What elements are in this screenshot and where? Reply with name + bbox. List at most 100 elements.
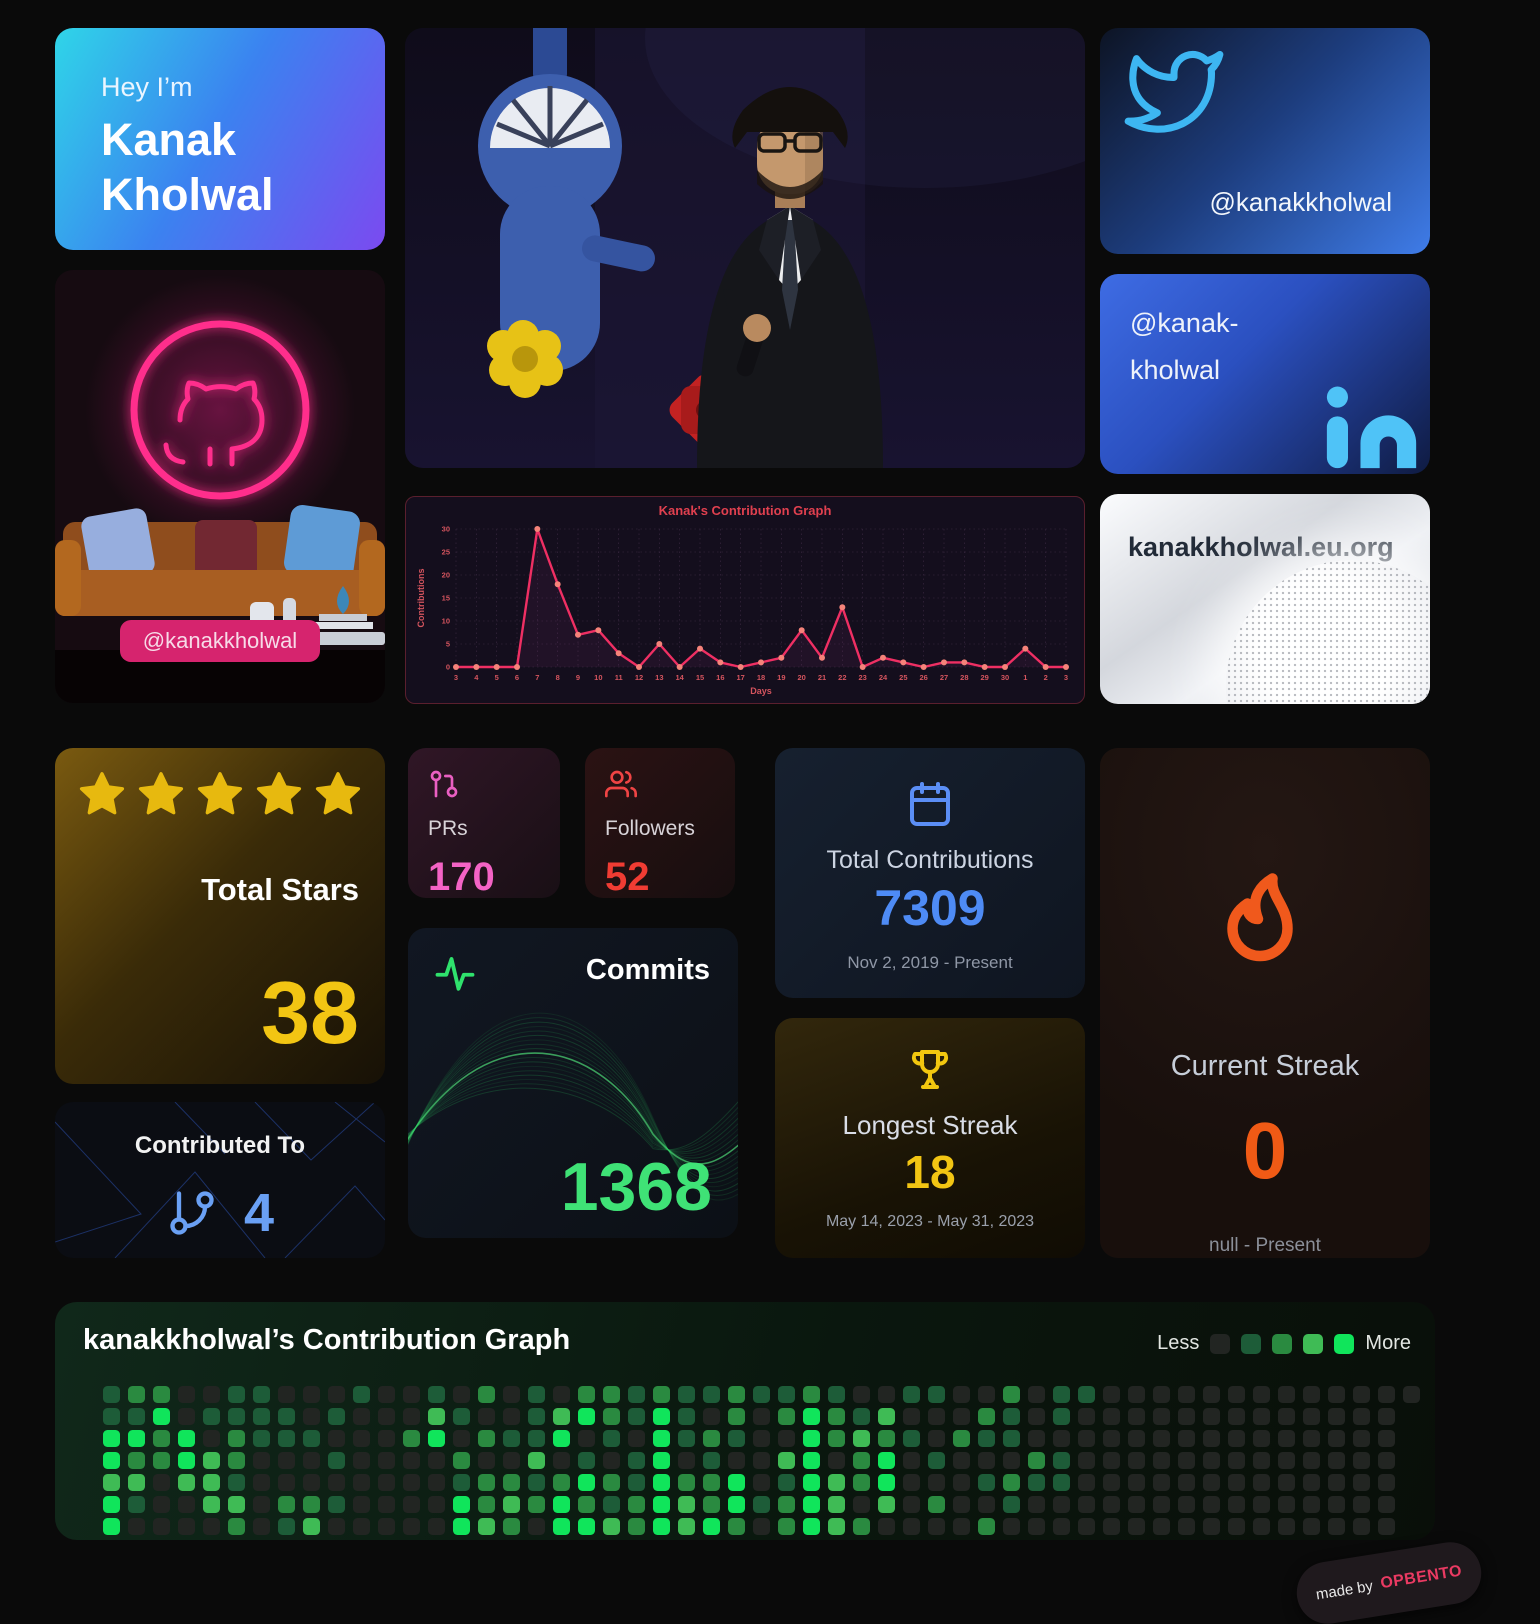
heatmap-cell [503,1518,520,1535]
heatmap-cell [303,1474,320,1491]
heatmap-cell [1378,1474,1395,1491]
heatmap-cell [753,1408,770,1425]
heatmap-cell [1178,1518,1195,1535]
heatmap-cell [328,1474,345,1491]
heatmap-cell [753,1452,770,1469]
heatmap-cell [778,1496,795,1513]
heatmap-cell [353,1474,370,1491]
heatmap-cell [303,1496,320,1513]
heatmap-cell [153,1452,170,1469]
heatmap-cell [1053,1474,1070,1491]
heatmap-cell [978,1518,995,1535]
heatmap-cell [453,1408,470,1425]
star-icon [197,772,243,815]
heatmap-cell [1103,1408,1120,1425]
heatmap-cell [1203,1386,1220,1403]
star-rating-row [77,770,363,820]
heatmap-cell [928,1452,945,1469]
heatmap-cell [953,1386,970,1403]
heatmap-cell [478,1386,495,1403]
heatmap-cell [178,1386,195,1403]
website-card[interactable]: kanakkholwal.eu.org [1100,494,1430,704]
heatmap-cell [103,1452,120,1469]
svg-text:20: 20 [797,673,805,682]
heatmap-cell [253,1474,270,1491]
heatmap-cell [203,1408,220,1425]
svg-text:21: 21 [818,673,826,682]
flame-icon [1227,873,1293,962]
heatmap-cell [1253,1452,1270,1469]
heatmap-cell [978,1408,995,1425]
svg-text:7: 7 [535,673,539,682]
heatmap-cell [203,1518,220,1535]
total-contributions-card: Total Contributions 7309 Nov 2, 2019 - P… [775,748,1085,998]
github-handle-badge[interactable]: @kanakkholwal [120,620,320,662]
svg-text:15: 15 [696,673,704,682]
heatmap-cell [878,1386,895,1403]
heatmap-cell [1278,1474,1295,1491]
followers-icon [605,770,637,798]
svg-text:5: 5 [495,673,499,682]
heatmap-cell [403,1496,420,1513]
heatmap-cell [878,1474,895,1491]
heatmap-cell [1353,1430,1370,1447]
heatmap-cell [978,1496,995,1513]
website-url[interactable]: kanakkholwal.eu.org [1128,532,1394,562]
heatmap-cell [528,1386,545,1403]
heatmap-cell [1228,1386,1245,1403]
heatmap-cell [603,1452,620,1469]
github-card[interactable]: @kanakkholwal [55,270,385,703]
linkedin-card[interactable]: @kanak- kholwal [1100,274,1430,474]
heatmap-cell [878,1518,895,1535]
heatmap-cell [803,1474,820,1491]
heatmap-cell [203,1452,220,1469]
heatmap-cell [903,1452,920,1469]
heatmap-cell [1178,1452,1195,1469]
github-octocat-neon [130,320,310,500]
heatmap-cell [428,1430,445,1447]
svg-text:13: 13 [655,673,663,682]
heatmap-cell [228,1496,245,1513]
svg-text:30: 30 [442,525,450,534]
heatmap-cell [278,1386,295,1403]
contributed-to-card: Contributed To 4 [55,1102,385,1258]
svg-text:24: 24 [879,673,888,682]
made-by-badge[interactable]: made by OPBENTO [1292,1537,1486,1624]
heatmap-cell [353,1408,370,1425]
linkedin-handle[interactable]: @kanak- kholwal [1130,308,1239,386]
heatmap-cell [128,1430,145,1447]
profile-name: Kanak Kholwal [101,114,274,220]
heatmap-cell [428,1452,445,1469]
heatmap-cell [1303,1452,1320,1469]
heatmap-cell [678,1408,695,1425]
heatmap-cell [1278,1452,1295,1469]
heatmap-cell [178,1496,195,1513]
heatmap-cell [578,1496,595,1513]
heatmap-cell [678,1518,695,1535]
heatmap-cell [253,1430,270,1447]
heatmap-cell [1078,1452,1095,1469]
svg-text:8: 8 [556,673,560,682]
heatmap-cell [178,1408,195,1425]
heatmap-cell [578,1386,595,1403]
svg-text:30: 30 [1001,673,1009,682]
heatmap-cell [1053,1386,1070,1403]
heatmap-cell [1303,1430,1320,1447]
heatmap-cell [1328,1386,1345,1403]
heatmap-cell [103,1408,120,1425]
heatmap-cell [953,1452,970,1469]
legend-square [1272,1333,1293,1354]
heatmap-cell [1003,1386,1020,1403]
twitter-card[interactable]: @kanakkholwal [1100,28,1430,254]
heatmap-cell [803,1496,820,1513]
heatmap-cell [528,1408,545,1425]
heatmap-cell [503,1452,520,1469]
twitter-handle[interactable]: @kanakkholwal [1209,187,1392,217]
heatmap-cell [453,1386,470,1403]
heatmap-cell [353,1452,370,1469]
heatmap-title: kanakkholwal’s Contribution Graph [83,1324,571,1356]
heatmap-cell [803,1408,820,1425]
heatmap-cell [553,1452,570,1469]
heatmap-cell [303,1430,320,1447]
heatmap-cell [1253,1430,1270,1447]
